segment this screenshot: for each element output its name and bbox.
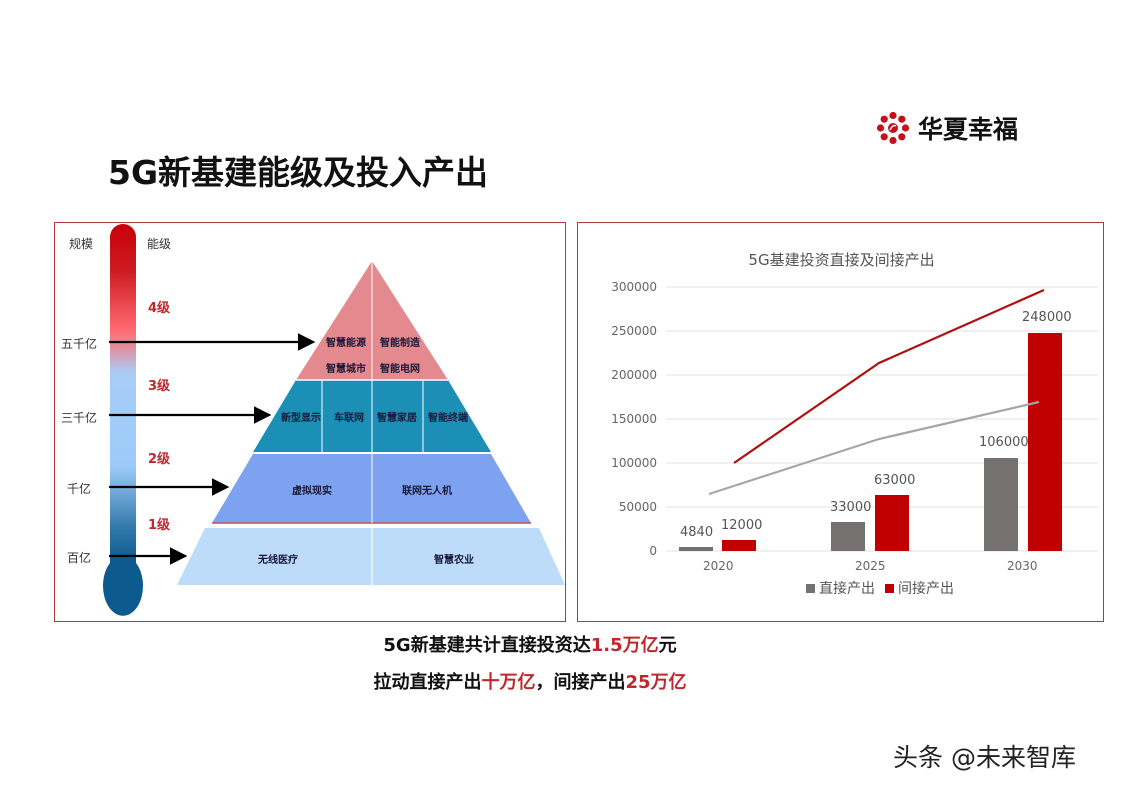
chart-title: 5G基建投资直接及间接产出 <box>748 251 935 269</box>
plot-area <box>666 286 1098 552</box>
scale-label-100: 百亿 <box>67 551 92 565</box>
level-header: 能级 <box>147 237 172 251</box>
data-label: 33000 <box>830 500 872 515</box>
pyramid-item: 车联网 <box>334 413 364 424</box>
pyramid-item: 智能电网 <box>380 364 420 375</box>
legend-item-indirect: 间接产出 <box>885 578 954 598</box>
pyramid-item: 联网无人机 <box>402 486 452 497</box>
summary-line-2: 拉动直接产出十万亿，间接产出25万亿 <box>373 672 687 693</box>
watermark: 头条 @未来智库 <box>893 743 1076 772</box>
page-title: 5G新基建能级及投入产出 <box>108 153 489 192</box>
summary-line-1: 5G新基建共计直接投资达1.5万亿元 <box>383 635 677 656</box>
pyramid-item: 智慧农业 <box>434 555 474 566</box>
x-tick: 2020 <box>703 559 734 573</box>
level-1-label: 1级 <box>148 518 171 533</box>
pyramid-item: 智慧能源 <box>326 338 366 349</box>
level-4-label: 4级 <box>148 301 171 316</box>
y-tick: 250000 <box>611 324 657 338</box>
chart-legend: 直接产出 间接产出 <box>806 578 954 598</box>
level-2-label: 2级 <box>148 452 171 467</box>
pyramid-item: 新型显示 <box>281 413 321 424</box>
legend-swatch-icon <box>885 583 894 593</box>
data-label: 248000 <box>1022 310 1072 325</box>
investment-output-chart: 5G基建投资直接及间接产出 300000 250000 200000 15000… <box>577 222 1104 622</box>
pyramid-diagram <box>109 261 565 585</box>
data-label: 63000 <box>874 473 916 488</box>
flower-logo-icon <box>876 111 910 145</box>
x-tick: 2030 <box>1007 559 1038 573</box>
pyramid-item: 虚拟现实 <box>292 486 332 497</box>
pyramid-item: 智能终端 <box>428 413 468 424</box>
data-label: 12000 <box>721 518 763 533</box>
legend-item-direct: 直接产出 <box>806 578 875 598</box>
scale-label-1000: 千亿 <box>67 482 92 496</box>
y-tick: 50000 <box>618 500 657 514</box>
thermometer-icon <box>103 224 143 616</box>
data-label: 4840 <box>680 525 714 540</box>
pyramid-item: 智慧家居 <box>377 413 417 424</box>
scale-label-3000: 三千亿 <box>61 411 98 425</box>
y-tick: 0 <box>649 544 657 558</box>
pyramid-item: 智慧城市 <box>326 364 366 375</box>
y-tick: 150000 <box>611 412 657 426</box>
y-tick: 100000 <box>611 456 657 470</box>
scale-label-5000: 五千亿 <box>61 337 98 351</box>
pyramid-item: 智能制造 <box>380 338 420 349</box>
level-3-label: 3级 <box>148 379 171 394</box>
pyramid-item: 无线医疗 <box>258 555 298 566</box>
legend-swatch-icon <box>806 583 815 593</box>
data-label: 106000 <box>979 435 1029 450</box>
logo-text: 华夏幸福 <box>918 115 1019 144</box>
brand-logo: 华夏幸福 <box>876 110 1018 146</box>
y-tick: 300000 <box>611 280 657 294</box>
scale-header: 规模 <box>69 237 94 251</box>
x-tick: 2025 <box>855 559 886 573</box>
y-tick: 200000 <box>611 368 657 382</box>
energy-level-panel: 规模 能级 4级 3级 2级 1级 五千亿 三千亿 千亿 百亿 <box>54 222 566 622</box>
